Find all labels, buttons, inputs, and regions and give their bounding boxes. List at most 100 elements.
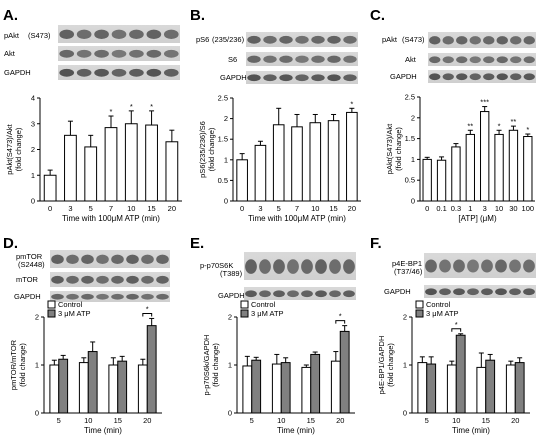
bar-atp: [455, 334, 466, 414]
blot-panel-c: pAkt (S473) Akt GAPDH: [382, 32, 536, 83]
blot-strip: [428, 53, 536, 66]
blot-band: [301, 290, 313, 298]
x-tick-label: 0.1: [436, 204, 446, 213]
significance-marker: *: [339, 312, 342, 321]
y-axis-title: pAkt(S473)/Akt (fold change): [5, 123, 23, 174]
x-tick-label: 10: [495, 204, 503, 213]
blot-band: [279, 55, 293, 63]
y-tick-label: 2: [35, 313, 39, 322]
blot-band: [469, 36, 481, 45]
x-axis-title: Time with 100μM ATP (min): [62, 214, 160, 223]
blot-strip: [50, 250, 170, 268]
blot-band: [483, 36, 495, 45]
bar: [346, 111, 358, 202]
blot-band: [94, 68, 109, 77]
bar-atp: [87, 351, 98, 414]
blot-band: [315, 259, 327, 274]
blot-panel-b: pS6 (235/236) S6 GAPDH: [196, 32, 358, 84]
y-tick-label: 0: [411, 197, 415, 206]
blot-band: [311, 74, 325, 82]
chart-a: 0 1 2 3 4 pAkt(S473)/Akt (fold change) 0 3 5 7 * 10 *…: [5, 94, 182, 223]
y-axis-title: pmTOR/mTOR (fold change): [9, 339, 27, 390]
bar: [523, 136, 533, 202]
panel-letter-e: E.: [190, 235, 204, 252]
blot-label-pmtor-site: (S2448): [18, 260, 45, 269]
blot-band: [94, 49, 109, 58]
y-tick-label: 2: [31, 145, 35, 154]
panel-letter-f: F.: [370, 235, 382, 252]
blot-label-mtor: mTOR: [16, 275, 39, 284]
bar: [254, 144, 267, 202]
bar-control: [505, 364, 516, 414]
bar-atp: [339, 330, 350, 414]
panel-letter-d: D.: [3, 235, 18, 252]
blot-band: [111, 254, 124, 265]
y-axis-title-line: pS6(235/236)/S6: [198, 121, 207, 178]
bar: [43, 174, 57, 202]
blot-band: [259, 290, 271, 298]
blot-band: [343, 259, 355, 274]
blot-band: [94, 29, 109, 40]
blot-band: [425, 288, 437, 296]
blot-band: [329, 290, 341, 298]
x-tick-label: 3: [258, 204, 262, 213]
legend-label: 3 μM ATP: [426, 309, 459, 318]
blot-background: [50, 250, 170, 268]
significance-bracket: [451, 328, 462, 332]
blot-band: [263, 55, 277, 63]
significance-marker: ***: [480, 98, 489, 107]
blot-band: [523, 56, 535, 64]
blot-band: [327, 55, 341, 63]
x-tick-label: 7: [109, 204, 113, 213]
blot-band: [329, 259, 341, 274]
blot-label-pmtor: pmTOR: [16, 252, 43, 261]
blot-panel-a: pAkt (S473) Akt GAPDH: [4, 25, 180, 80]
x-tick-label: 10: [127, 204, 135, 213]
blot-band: [76, 29, 92, 40]
y-axis-title-line: (fold change): [14, 127, 23, 171]
blot-band: [81, 275, 94, 284]
blot-strip: [58, 46, 180, 61]
x-tick-label: 15: [307, 416, 315, 425]
blot-band: [510, 73, 522, 81]
x-tick-label: 5: [277, 204, 281, 213]
blot-label-gapdh: GAPDH: [220, 73, 247, 82]
blot-band: [51, 254, 64, 265]
blot-panel-f: p4E-BP1 (T37/46) GAPDH: [384, 253, 536, 298]
legend-swatch-control: [240, 300, 249, 309]
blot-label-gapdh: GAPDH: [4, 68, 31, 77]
blot-band: [96, 275, 109, 284]
blot-background: [428, 70, 536, 83]
blot-band: [279, 35, 293, 44]
blot-band: [343, 290, 355, 298]
blot-band: [439, 288, 451, 296]
x-tick-label: 7: [295, 204, 299, 213]
blot-band: [453, 259, 465, 273]
y-tick-label: 2: [403, 313, 407, 322]
legend-label: Control: [58, 300, 83, 309]
blot-band: [156, 254, 169, 265]
blot-panel-e: p-p70S6K (T389) GAPDH: [200, 252, 356, 300]
blot-band: [156, 293, 169, 300]
blot-strip: [424, 253, 536, 278]
legend-label: Control: [251, 300, 276, 309]
blot-label-pakt: pAkt: [382, 35, 398, 44]
blot-label-s6: S6: [228, 55, 237, 64]
blot-band: [141, 275, 154, 284]
y-axis-title-line: pAkt(S473)/Akt: [385, 123, 394, 174]
blot-strip: [246, 52, 358, 66]
blot-band: [163, 68, 179, 77]
x-axis-title: [ATP] (μM): [458, 214, 497, 223]
significance-marker: *: [350, 99, 353, 108]
x-tick-label: 10: [277, 416, 285, 425]
blot-background: [50, 272, 170, 287]
blot-band: [456, 36, 468, 45]
blot-label-p4ebp1-site: (T37/46): [394, 267, 423, 276]
bar: [236, 159, 248, 202]
x-tick-label: 5: [425, 416, 429, 425]
y-tick-label: 2.5: [218, 94, 228, 103]
bar-control: [417, 362, 428, 414]
y-axis-title-line: (fold change): [18, 343, 27, 387]
legend-label: 3 μM ATP: [58, 309, 91, 318]
blot-band: [146, 49, 162, 58]
